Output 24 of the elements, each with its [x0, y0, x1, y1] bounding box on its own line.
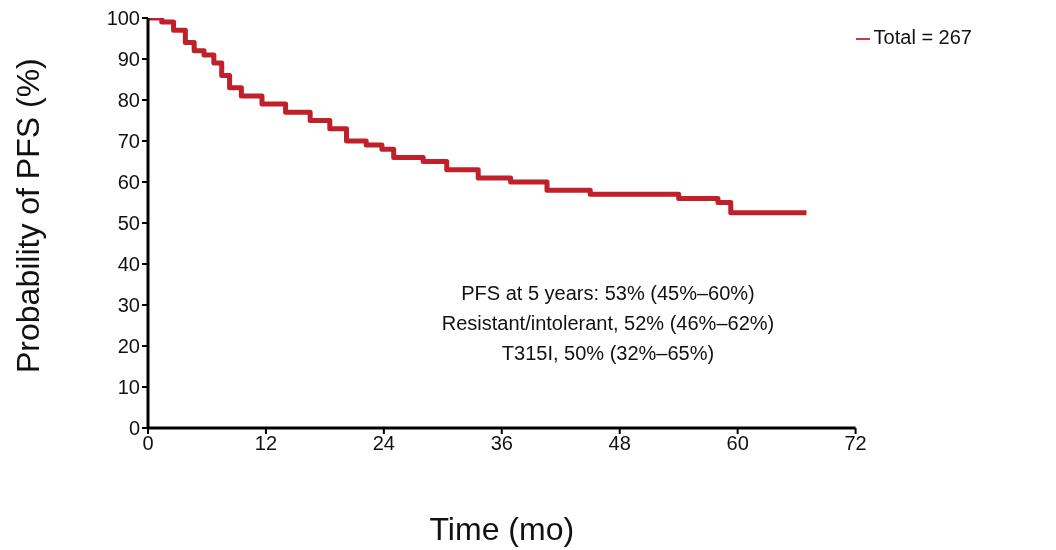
y-tick-label: 100 — [106, 7, 140, 30]
x-tick-label: 48 — [608, 432, 631, 455]
x-tick-label: 12 — [254, 432, 278, 455]
x-tick-label: 36 — [490, 432, 513, 455]
y-tick-label: 10 — [117, 376, 140, 399]
y-tick-label: 90 — [117, 48, 140, 71]
x-tick-label: 24 — [372, 432, 395, 455]
x-tick-label: 72 — [844, 432, 867, 455]
annotation: T315I, 50% (32%–65%) — [500, 341, 716, 366]
x-axis-title: Time (mo) — [429, 511, 575, 547]
y-tick-label: 30 — [117, 294, 140, 317]
annotation: Resistant/intolerant, 52% (46%–62%) — [440, 311, 776, 336]
legend-label: Total = 267 — [873, 26, 972, 48]
y-tick-label: 50 — [117, 212, 140, 235]
y-axis-title: Probability of PFS (%) — [10, 58, 47, 373]
y-tick-label: 40 — [117, 253, 140, 276]
y-tick-label: 80 — [117, 89, 140, 112]
x-tick-label: 60 — [726, 432, 749, 455]
y-tick-label: 60 — [117, 171, 140, 194]
annotation: PFS at 5 years: 53% (45%–60%) — [460, 281, 756, 306]
y-tick-label: 20 — [117, 335, 140, 358]
y-tick-label: 0 — [128, 417, 140, 440]
x-tick-label: 0 — [142, 432, 154, 455]
y-tick-label: 70 — [117, 130, 140, 153]
